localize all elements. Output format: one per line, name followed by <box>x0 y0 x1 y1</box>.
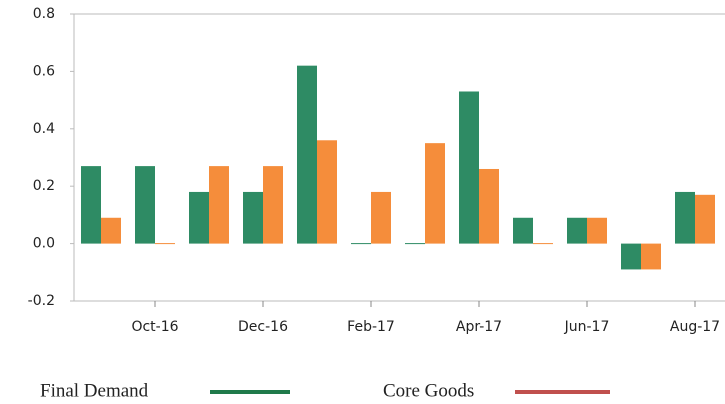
y-tick-label: -0.2 <box>28 293 55 309</box>
bar <box>513 217 533 244</box>
bar <box>297 65 317 244</box>
bar <box>371 191 391 244</box>
bar <box>155 243 175 245</box>
bar <box>621 243 641 270</box>
bar <box>351 243 371 245</box>
bar <box>567 217 587 244</box>
bar <box>209 166 229 244</box>
y-tick-label: 0.0 <box>33 236 55 252</box>
bar <box>587 217 607 244</box>
bar <box>533 243 553 245</box>
bar <box>81 166 101 244</box>
bar <box>189 191 209 244</box>
bar <box>263 166 283 244</box>
x-tick-label: Oct-16 <box>131 319 178 335</box>
bar <box>425 143 445 244</box>
legend-label: Core Goods <box>383 380 474 401</box>
x-tick-label: Apr-17 <box>456 319 502 335</box>
bar <box>459 91 479 244</box>
bar <box>101 217 121 244</box>
y-tick-label: 0.8 <box>33 6 55 22</box>
x-tick-label: Feb-17 <box>347 319 395 335</box>
legend-label: Final Demand <box>40 380 149 401</box>
y-tick-label: 0.2 <box>33 178 55 194</box>
bar <box>135 166 155 244</box>
x-tick-label: Aug-17 <box>670 319 720 335</box>
x-tick-label: Dec-16 <box>238 319 288 335</box>
bar <box>641 243 661 270</box>
bar <box>479 168 499 244</box>
y-tick-label: 0.4 <box>33 121 55 137</box>
bar <box>675 191 695 244</box>
bar <box>243 191 263 244</box>
bar <box>695 194 715 244</box>
x-tick-label: Jun-17 <box>564 319 610 335</box>
bar <box>317 140 337 244</box>
bar <box>405 243 425 245</box>
y-tick-label: 0.6 <box>33 63 55 79</box>
plot-frame <box>73 13 725 302</box>
